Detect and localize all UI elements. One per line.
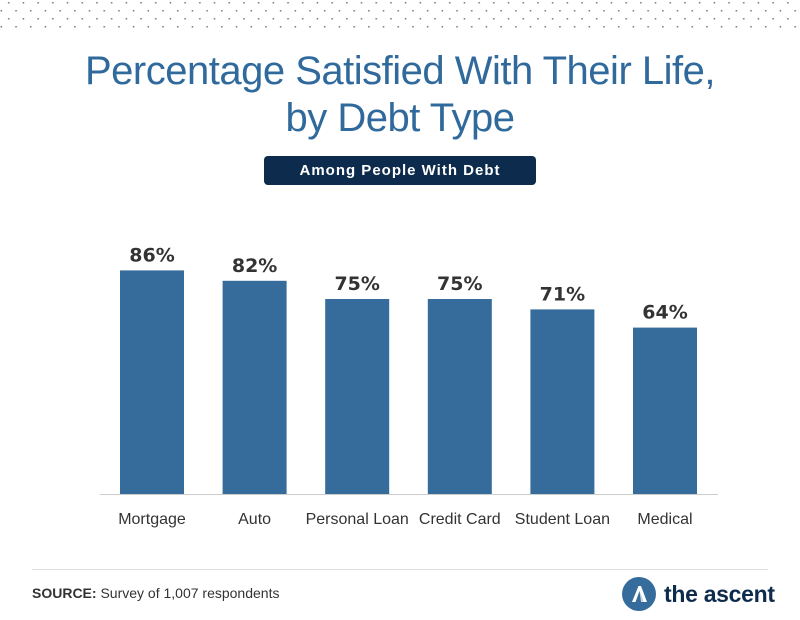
x-tick-label: Medical [637,511,692,528]
bar-student-loan [530,309,595,494]
data-label: 64% [642,302,687,324]
data-label: 71% [540,283,585,305]
bar-mortgage [120,270,184,494]
x-tick-label: Auto [238,511,271,528]
dotted-pattern-decoration [0,0,800,32]
data-label: 75% [437,273,482,295]
chart-subtitle-badge: Among People With Debt [264,156,536,185]
chart-title: Percentage Satisfied With Their Life, by … [0,48,800,142]
bar-medical [633,327,697,494]
the-ascent-logo: the ascent [622,577,775,611]
bar-auto [222,280,287,494]
bar-personal-loan [325,299,390,494]
bar-credit-card [427,299,492,494]
x-tick-label: Mortgage [118,511,186,528]
source-label: SOURCE: [32,585,97,601]
logo-text: the ascent [664,580,775,607]
x-tick-label: Student Loan [515,511,610,528]
ascent-logo-icon [622,577,656,611]
data-label: 86% [129,244,174,266]
x-tick-label: Personal Loan [306,511,409,528]
x-tick-label: Credit Card [419,511,501,528]
footer-divider [32,569,768,570]
data-label: 82% [232,255,277,277]
source-text: Survey of 1,007 respondents [96,585,280,601]
source-note: SOURCE: Survey of 1,007 respondents [32,585,279,601]
data-label: 75% [334,273,379,295]
chart-title-text: Percentage Satisfied With Their Life, by … [85,49,715,140]
bar-chart: 86% Mortgage 82% Auto 75% Personal Loan 75% Cre… [100,244,718,528]
